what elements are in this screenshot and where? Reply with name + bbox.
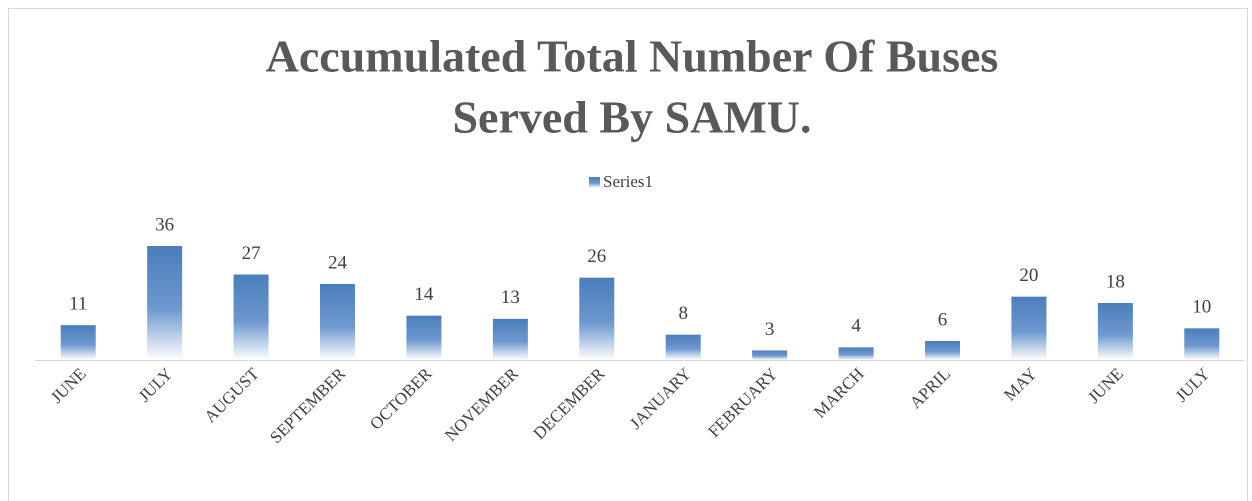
- bar: [492, 318, 528, 360]
- bar: [665, 334, 701, 360]
- legend-label: Series1: [603, 172, 653, 191]
- bar: [1097, 303, 1133, 360]
- data-label: 13: [501, 287, 520, 308]
- bar: [838, 347, 874, 360]
- data-label: 26: [587, 246, 606, 267]
- chart-frame: [8, 8, 1248, 501]
- data-label: 11: [69, 294, 87, 315]
- bar: [233, 274, 269, 360]
- legend-swatch: [589, 177, 600, 188]
- data-label: 10: [1192, 297, 1211, 318]
- data-label: 24: [328, 252, 348, 273]
- chart-title: Served By SAMU.: [452, 92, 811, 143]
- bar: [60, 325, 96, 360]
- bar: [925, 341, 960, 360]
- data-label: 18: [1106, 271, 1125, 292]
- bar: [147, 246, 183, 360]
- data-label: 8: [678, 303, 688, 324]
- data-label: 14: [414, 284, 434, 305]
- data-label: 20: [1019, 265, 1038, 286]
- data-label: 36: [155, 214, 174, 235]
- bar: [406, 315, 442, 360]
- data-label: 3: [765, 319, 775, 340]
- bar: [579, 277, 615, 360]
- bar: [320, 284, 355, 360]
- data-label: 4: [851, 316, 861, 337]
- data-label: 27: [242, 243, 261, 264]
- bar: [1184, 328, 1220, 360]
- chart-title: Accumulated Total Number Of Buses: [266, 31, 999, 82]
- data-label: 6: [938, 309, 948, 330]
- bar: [752, 350, 788, 360]
- bar: [1011, 296, 1047, 360]
